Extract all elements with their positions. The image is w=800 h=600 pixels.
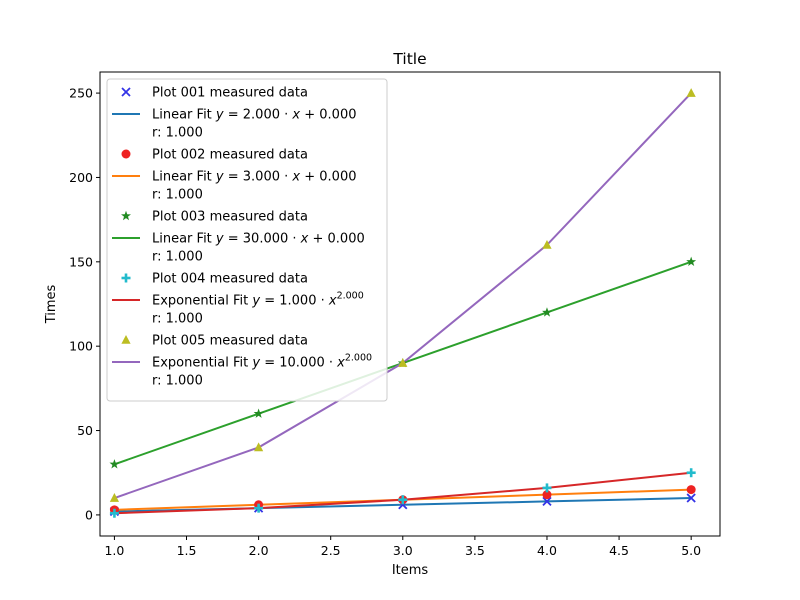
legend-label-measured-1: Plot 001 measured data: [152, 86, 308, 101]
data-point-series-4: [109, 508, 119, 518]
y-tick-label: 200: [69, 170, 93, 185]
y-tick-label: 250: [69, 86, 93, 101]
legend-box: [106, 78, 388, 402]
legend-label-r-3: r: 1.000: [152, 250, 203, 265]
legend-marker-series-5: [121, 335, 131, 344]
y-tick-label: 100: [69, 339, 93, 354]
x-tick-label: 5.0: [681, 543, 701, 558]
data-point-series-5: [686, 88, 696, 97]
legend-marker-series-4: [121, 273, 131, 283]
x-axis-label: Items: [392, 563, 429, 578]
legend-marker-series-3: [121, 210, 131, 221]
data-point-series-3: [253, 408, 264, 418]
legend-label-fit-1: Linear Fit y = 2.000 · x + 0.000: [152, 108, 356, 123]
data-point-series-5: [398, 358, 408, 367]
legend-label-measured-2: Plot 002 measured data: [152, 148, 308, 163]
data-point-series-4: [686, 468, 696, 478]
legend-label-measured-5: Plot 005 measured data: [152, 334, 308, 349]
legend-label-measured-3: Plot 003 measured data: [152, 210, 308, 225]
data-point-series-3: [109, 459, 120, 469]
y-tick-label: 150: [69, 254, 93, 269]
legend-label-fit-4: Exponential Fit y = 1.000 · x2.000: [152, 291, 364, 309]
x-tick-label: 3.0: [393, 543, 413, 558]
x-tick-label: 1.0: [104, 543, 124, 558]
axes: 1.0 1.5 2.0 2.5 3.0 3.5 4.0 4.5 5.0 0 50 100 150 200 2…: [69, 86, 701, 558]
legend-label-r-5: r: 1.000: [152, 374, 203, 389]
data-point-series-1: [686, 493, 696, 503]
data-point-series-4: [542, 483, 552, 493]
y-axis-label: Times: [44, 284, 59, 324]
plot-frame: [99, 71, 721, 537]
plot-area: [109, 88, 697, 518]
y-tick-label: 0: [85, 507, 93, 522]
data-point-series-5: [254, 442, 264, 452]
data-point-series-4: [398, 495, 408, 505]
legend-marker-series-1: [121, 87, 131, 97]
data-point-series-3: [542, 307, 552, 317]
x-tick-label: 1.5: [177, 543, 197, 558]
legend-label-r-4: r: 1.000: [152, 312, 203, 327]
data-point-series-2: [686, 485, 696, 495]
x-tick-label: 3.5: [465, 543, 485, 558]
legend-label-fit-2: Linear Fit y = 3.000 · x + 0.000: [152, 170, 356, 185]
x-tick-label: 2.0: [249, 543, 269, 558]
legend-label-fit-3: Linear Fit y = 30.000 · x + 0.000: [152, 232, 365, 247]
y-tick-label: 50: [77, 423, 93, 438]
legend-label-measured-4: Plot 004 measured data: [152, 272, 308, 287]
data-point-series-5: [109, 493, 120, 502]
x-tick-label: 2.5: [321, 543, 341, 558]
data-point-series-3: [686, 256, 697, 267]
legend-marker-series-2: [121, 149, 131, 159]
x-tick-label: 4.5: [609, 543, 629, 558]
x-tick-label: 4.0: [537, 543, 557, 558]
legend: Plot 001 measured data Linear Fit y = 2.0…: [106, 78, 388, 402]
data-point-series-4: [254, 503, 264, 513]
data-point-series-1: [542, 496, 552, 507]
legend-label-r-2: r: 1.000: [152, 188, 203, 203]
legend-label-r-1: r: 1.000: [152, 126, 203, 141]
data-point-series-2: [542, 490, 552, 500]
chart-title: Title: [392, 50, 426, 68]
legend-label-fit-5: Exponential Fit y = 10.000 · x2.000: [152, 353, 372, 371]
data-point-series-5: [542, 239, 552, 249]
